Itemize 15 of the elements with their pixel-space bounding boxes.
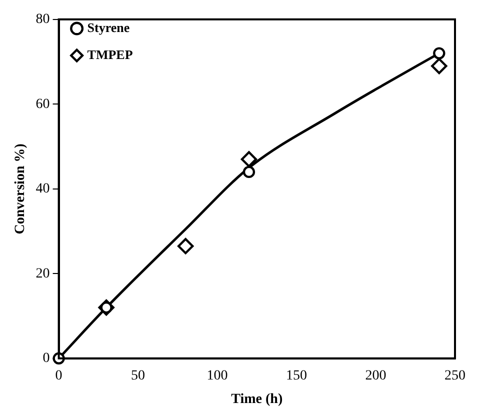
x-axis-title: Time (h) [231, 392, 283, 408]
x-tick-label: 150 [286, 368, 308, 384]
x-tick-label: 250 [444, 368, 466, 384]
x-tick-label: 100 [206, 368, 228, 384]
y-axis-title: Conversion %) [13, 143, 28, 234]
legend-label: Styrene [87, 20, 130, 35]
y-tick-label: 0 [42, 351, 50, 366]
legend-label: TMPEP [87, 46, 133, 62]
x-tick-label: 50 [131, 368, 146, 384]
y-tick-label: 80 [36, 12, 50, 28]
y-tick-label: 60 [36, 96, 50, 112]
x-tick-label: 0 [55, 368, 62, 384]
y-tick-label: 20 [36, 266, 50, 282]
x-tick-label: 200 [365, 368, 386, 384]
y-tick-label: 40 [36, 182, 50, 197]
